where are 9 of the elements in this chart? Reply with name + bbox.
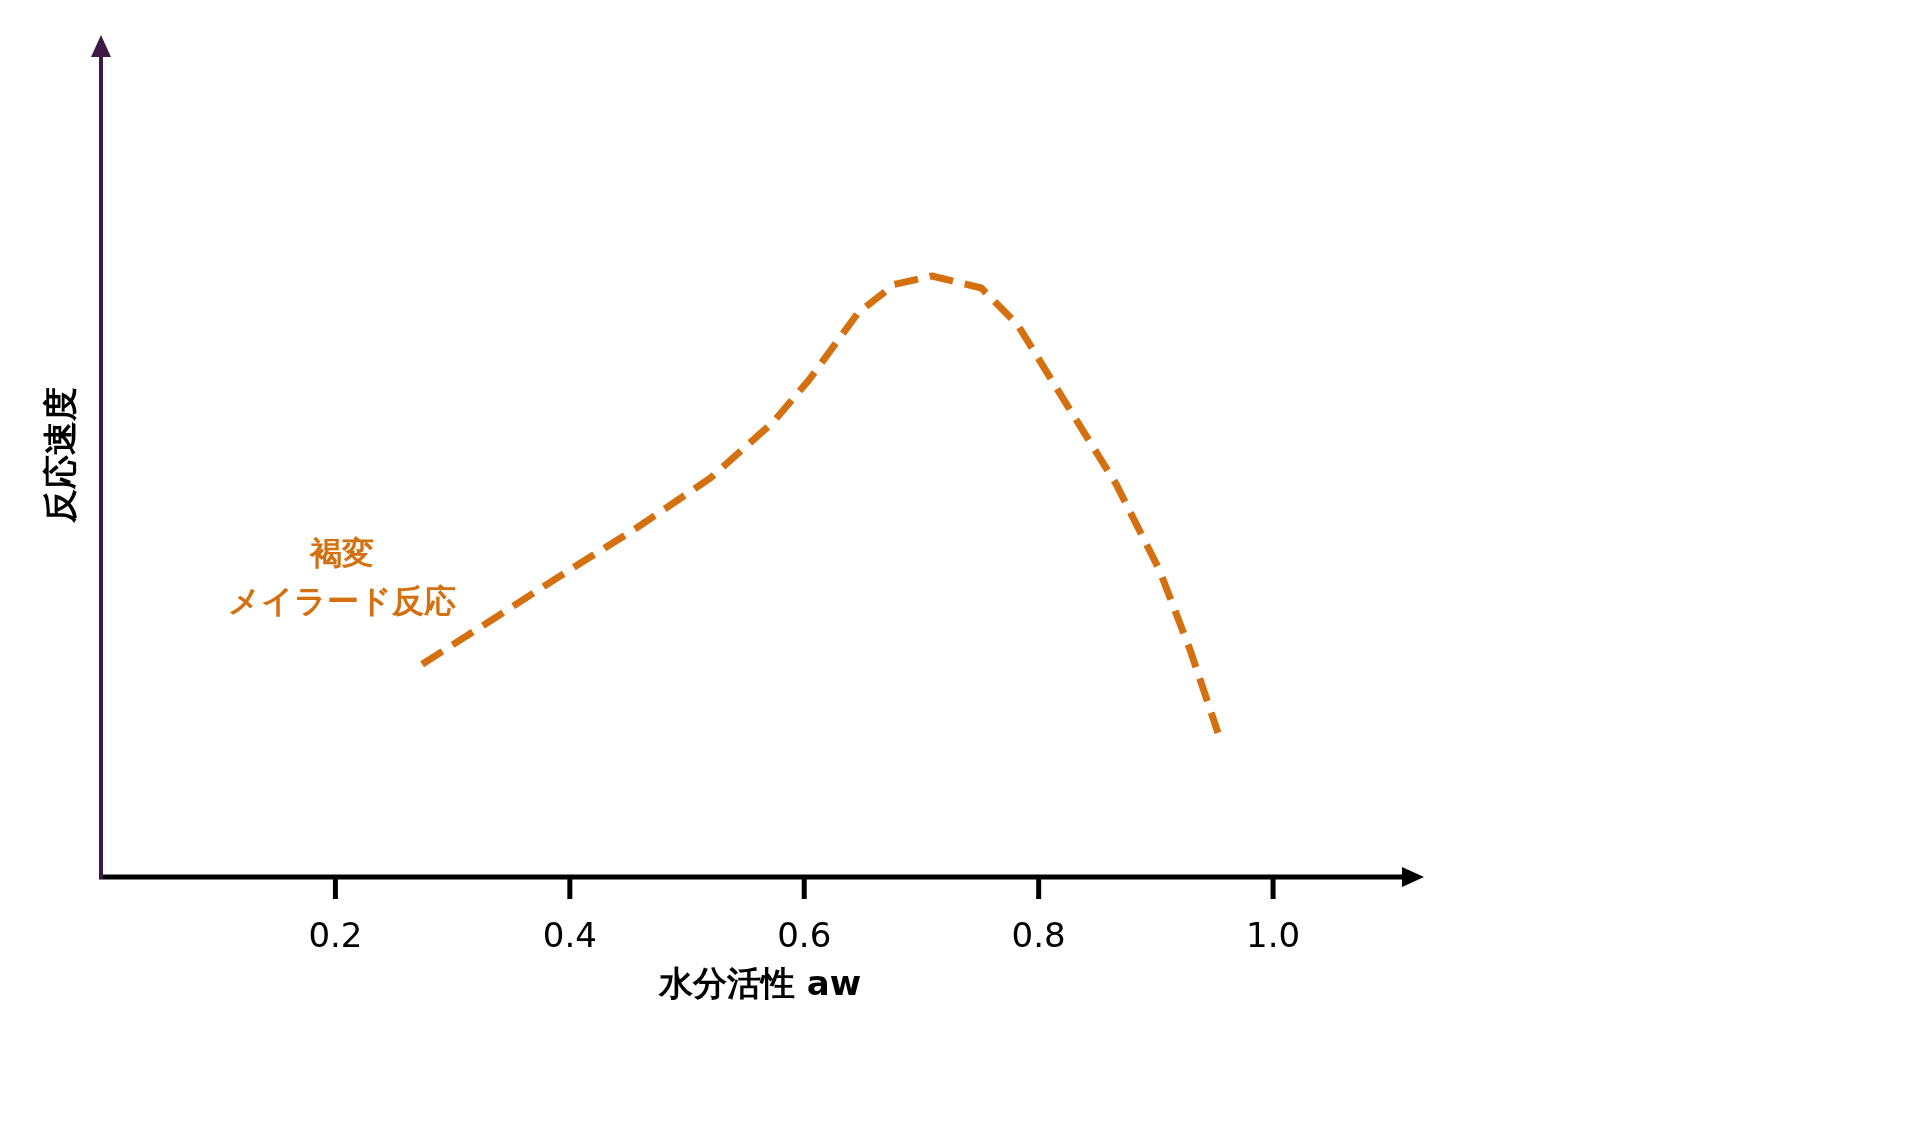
x-tick-label: 0.4 — [542, 915, 597, 955]
x-tick-label: 0.6 — [777, 915, 832, 955]
x-tick-label: 1.0 — [1246, 915, 1301, 955]
x-tick-label: 0.8 — [1011, 915, 1066, 955]
x-tick-label: 0.2 — [308, 915, 363, 955]
y-axis-title: 反応速度 — [40, 387, 80, 524]
annotation: 褐変 — [308, 534, 375, 573]
series-label: メイラード反応 — [228, 582, 457, 621]
x-axis-title: 水分活性 aw — [657, 963, 862, 1003]
